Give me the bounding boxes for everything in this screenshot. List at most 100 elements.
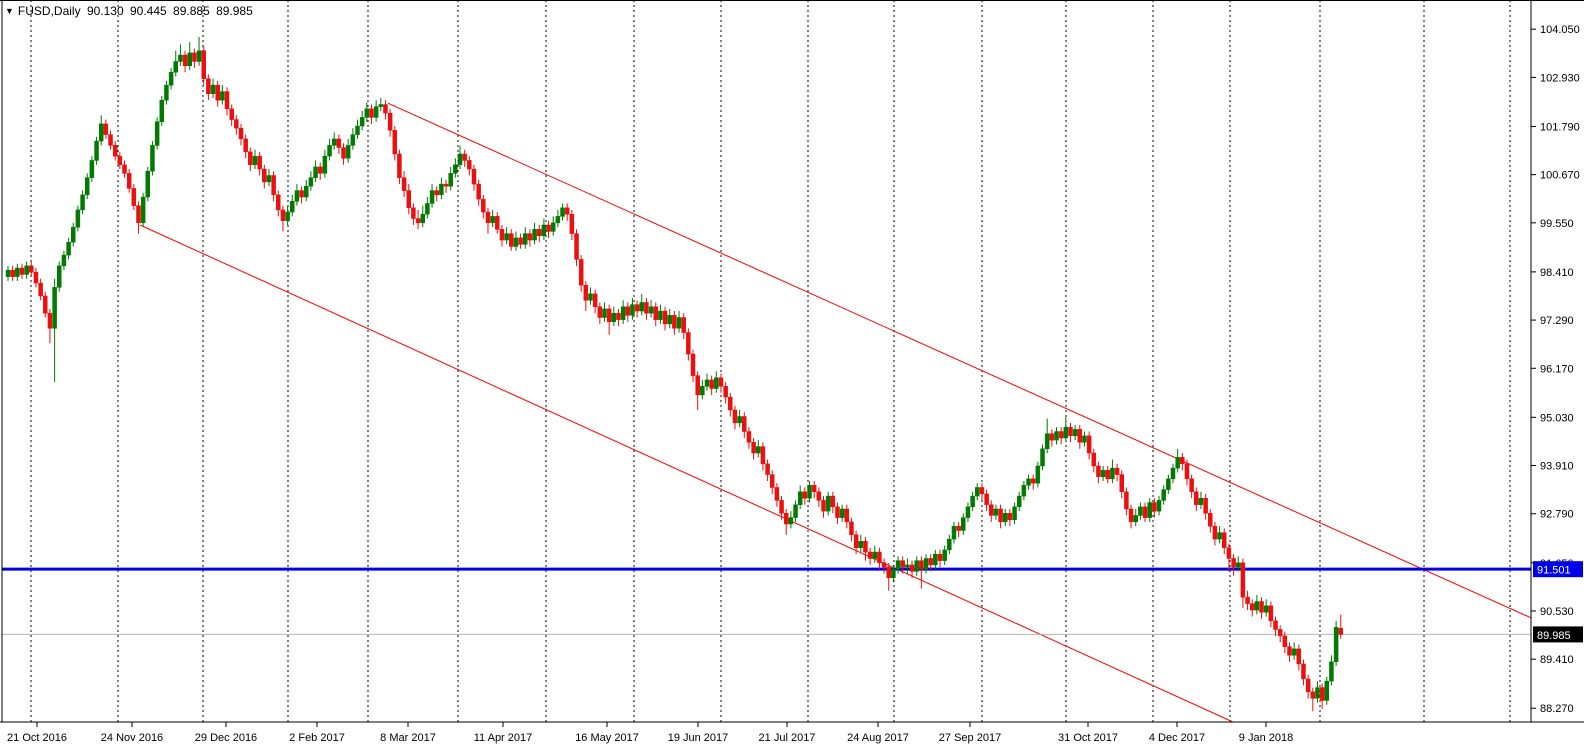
candle-body	[238, 127, 244, 140]
time-axis-label: 24 Nov 2016	[101, 732, 163, 744]
candle-body	[220, 91, 225, 101]
candle-body	[597, 306, 603, 318]
candle-body	[317, 166, 323, 174]
candle-body	[956, 525, 961, 531]
candle-body	[38, 282, 43, 297]
price-axis-label: 90.530	[1540, 606, 1574, 618]
candle-body	[182, 54, 188, 67]
candle-body	[425, 203, 430, 215]
candle-body	[173, 61, 179, 73]
candle-body	[66, 241, 71, 256]
candle-body	[159, 99, 165, 122]
candle-body	[928, 558, 933, 566]
candle-body	[75, 209, 81, 228]
level-price-box	[1533, 561, 1583, 578]
candle-body	[592, 293, 598, 307]
level-price-label: 91.501	[1537, 565, 1571, 577]
candle-body	[1142, 506, 1148, 518]
candle-body	[602, 308, 607, 318]
candle-body	[373, 106, 379, 118]
candle-body	[406, 190, 412, 209]
candle-body	[266, 175, 272, 183]
candle-body	[1175, 457, 1180, 469]
candle-body	[965, 506, 971, 518]
candle-body	[779, 500, 784, 514]
candle-body	[783, 513, 789, 525]
candle-body	[1180, 457, 1185, 465]
candle-body	[24, 265, 29, 275]
candle-body	[1068, 426, 1073, 437]
candle-body	[15, 267, 20, 277]
candle-body	[439, 183, 444, 196]
candle-body	[196, 50, 202, 62]
candle-body	[1054, 431, 1059, 441]
price-axis-label: 97.290	[1540, 315, 1574, 327]
ohlc-low: 89.885	[173, 4, 210, 18]
time-axis-label: 8 Mar 2017	[380, 732, 436, 744]
candle-body	[797, 491, 803, 505]
candle-body	[280, 209, 286, 221]
candle-body	[415, 218, 421, 224]
candle-body	[620, 306, 626, 320]
candle-body	[560, 207, 565, 217]
candle-body	[453, 164, 458, 174]
candle-body	[1012, 506, 1017, 520]
candle-body	[80, 194, 85, 211]
candle-body	[70, 226, 76, 243]
candle-body	[1235, 562, 1241, 568]
candle-body	[839, 508, 845, 518]
trendline-channel-lower[interactable]	[139, 224, 1234, 723]
candle-body	[252, 155, 258, 165]
time-axis-label: 24 Aug 2017	[847, 732, 909, 744]
candle-body	[33, 272, 39, 284]
candle-body	[294, 190, 300, 202]
candle-body	[690, 353, 696, 376]
candle-body	[383, 104, 388, 114]
candle-body	[513, 237, 519, 247]
candle-body	[1063, 426, 1069, 439]
candle-body	[1259, 601, 1264, 613]
candle-body	[961, 517, 966, 531]
candle-body	[1133, 515, 1138, 523]
candle-body	[103, 123, 109, 135]
candle-body	[504, 233, 509, 241]
candle-body	[765, 463, 770, 475]
candle-body	[909, 564, 915, 572]
candle-body	[303, 186, 309, 198]
candle-body	[518, 237, 523, 245]
candle-body	[527, 233, 533, 241]
candle-body	[1282, 635, 1288, 647]
candle-body	[1254, 601, 1260, 611]
candle-body	[201, 50, 206, 79]
candle-body	[867, 551, 873, 559]
candle-body	[495, 216, 500, 230]
candle-body	[108, 134, 113, 146]
candle-body	[327, 145, 332, 157]
candle-body	[686, 332, 691, 355]
candle-body	[1203, 497, 1208, 514]
trendline-channel-upper[interactable]	[387, 102, 1532, 619]
price-axis-label: 92.790	[1540, 509, 1574, 521]
candle-body	[350, 134, 356, 146]
price-axis-label: 102.930	[1540, 72, 1580, 84]
candle-body	[816, 491, 822, 501]
symbol-period-label: FUSD,Daily	[17, 4, 81, 18]
candle-body	[1217, 532, 1222, 540]
candle-body	[117, 155, 123, 165]
candle-body	[541, 224, 547, 236]
candle-body	[704, 379, 710, 387]
time-axis-label: 4 Dec 2017	[1149, 732, 1205, 744]
time-axis-label: 21 Oct 2016	[7, 732, 67, 744]
candle-body	[532, 229, 537, 241]
candle-body	[788, 517, 794, 525]
candle-body	[387, 112, 393, 131]
candle-body	[364, 108, 370, 118]
time-axis-label: 21 Jul 2017	[759, 732, 816, 744]
candle-body	[89, 160, 95, 178]
candle-body	[1021, 485, 1027, 497]
candle-body	[718, 377, 724, 387]
candle-body	[47, 312, 53, 329]
